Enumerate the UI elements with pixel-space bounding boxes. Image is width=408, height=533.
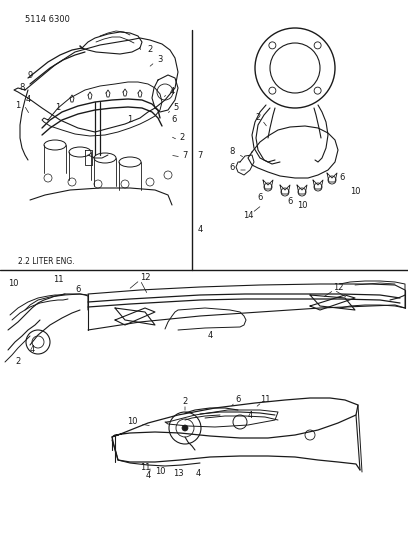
- Text: 3: 3: [157, 55, 163, 64]
- Text: 8: 8: [229, 148, 235, 157]
- Text: 1: 1: [127, 116, 133, 125]
- Text: 4: 4: [25, 95, 31, 104]
- Text: 11: 11: [260, 395, 270, 405]
- Text: 6: 6: [171, 116, 177, 125]
- Text: 2: 2: [182, 398, 188, 407]
- Text: 1: 1: [55, 103, 61, 112]
- Text: 10: 10: [8, 279, 18, 288]
- Text: 12: 12: [333, 284, 343, 293]
- Text: 4: 4: [195, 470, 201, 479]
- Text: 10: 10: [127, 417, 137, 426]
- Text: 2: 2: [255, 114, 261, 123]
- Text: 4: 4: [169, 87, 175, 96]
- Text: 10: 10: [155, 466, 165, 475]
- Text: 9: 9: [27, 70, 33, 79]
- Text: 2: 2: [180, 133, 185, 142]
- Text: 1: 1: [16, 101, 21, 109]
- Text: 4: 4: [145, 472, 151, 481]
- Text: 6: 6: [235, 395, 241, 405]
- Text: 4: 4: [197, 225, 203, 235]
- Text: 5: 5: [173, 103, 179, 112]
- Text: 13: 13: [173, 470, 183, 479]
- Text: 6: 6: [257, 193, 263, 203]
- Text: 2: 2: [16, 358, 21, 367]
- Text: 12: 12: [140, 273, 150, 282]
- Text: 7: 7: [197, 150, 203, 159]
- Text: 11: 11: [140, 463, 150, 472]
- Text: 6: 6: [229, 164, 235, 173]
- Text: 8: 8: [19, 84, 25, 93]
- Text: 10: 10: [297, 200, 307, 209]
- Text: 14: 14: [243, 211, 253, 220]
- Text: 6: 6: [75, 285, 81, 294]
- Text: 4: 4: [247, 410, 253, 419]
- Text: 5114 6300: 5114 6300: [25, 15, 70, 24]
- Text: 4: 4: [207, 332, 213, 341]
- Text: 7: 7: [182, 150, 188, 159]
- Text: 2: 2: [147, 45, 153, 54]
- Circle shape: [182, 425, 188, 431]
- Text: 4: 4: [29, 345, 35, 354]
- Text: 10: 10: [350, 188, 360, 197]
- Text: 2.2 LITER ENG.: 2.2 LITER ENG.: [18, 257, 75, 266]
- Text: 6: 6: [287, 198, 293, 206]
- Text: 6: 6: [339, 174, 345, 182]
- Text: 11: 11: [53, 276, 63, 285]
